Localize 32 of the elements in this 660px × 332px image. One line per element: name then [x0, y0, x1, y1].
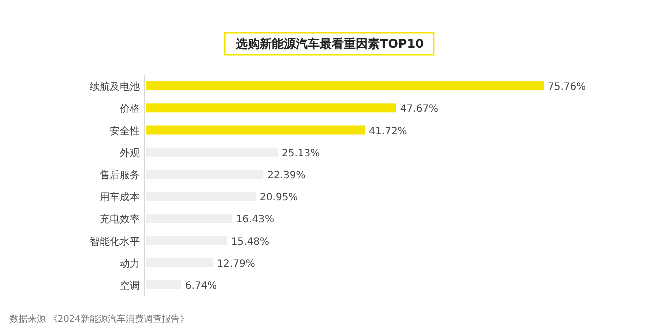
data-label: 25.13% [282, 148, 320, 160]
y-tick-label: 外观 [120, 148, 140, 160]
y-tick-label: 价格 [119, 103, 140, 116]
y-tick-label: 用车成本 [100, 192, 140, 204]
bar [146, 192, 256, 202]
y-tick-label: 售后服务 [100, 169, 140, 182]
y-tick-label: 充电效率 [100, 214, 140, 226]
data-label: 22.39% [268, 170, 306, 182]
y-tick-label: 空调 [120, 280, 140, 292]
bar [146, 280, 182, 290]
data-label: 15.48% [231, 236, 270, 248]
y-tick-label: 动力 [120, 258, 140, 270]
bar [146, 236, 228, 246]
bar [146, 104, 396, 113]
data-label: 41.72% [369, 126, 408, 138]
bar [146, 258, 214, 268]
data-label: 47.67% [400, 104, 439, 116]
bar [146, 148, 278, 157]
data-label: 75.76% [548, 82, 586, 94]
y-tick-label: 安全性 [110, 125, 140, 138]
bar [146, 82, 544, 91]
data-label: 16.43% [236, 214, 274, 226]
data-label: 20.95% [260, 192, 298, 204]
data-label: 12.79% [217, 258, 256, 270]
bar [146, 170, 264, 179]
chart-title: 选购新能源汽车最看重因素TOP10 [235, 37, 424, 51]
bar [146, 214, 232, 224]
y-tick-label: 智能化水平 [90, 236, 140, 248]
y-tick-label: 续航及电池 [90, 81, 140, 94]
bar [146, 126, 366, 135]
data-label: 6.74% [185, 280, 218, 292]
source-note: 数据来源 《2024新能源汽车消费调查报告》 [10, 314, 189, 325]
